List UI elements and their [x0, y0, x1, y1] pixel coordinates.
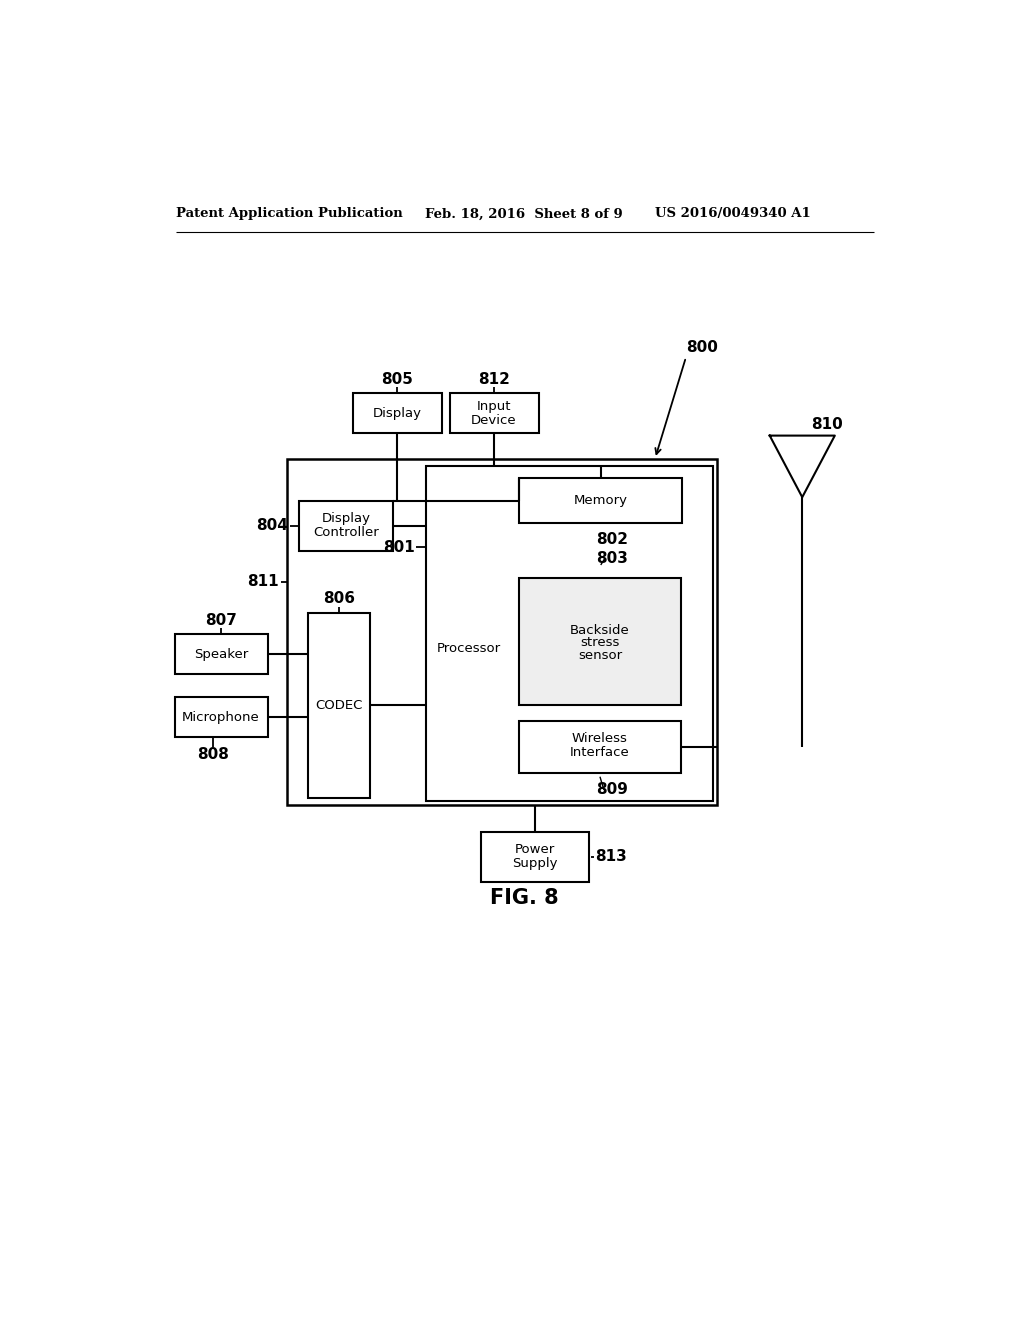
- Text: 806: 806: [323, 591, 354, 606]
- Bar: [352, 393, 442, 433]
- Text: 800: 800: [686, 339, 718, 355]
- Bar: [480, 832, 589, 882]
- Text: 812: 812: [478, 372, 510, 387]
- Bar: [519, 721, 681, 774]
- Text: 813: 813: [595, 849, 627, 865]
- Text: Memory: Memory: [573, 494, 628, 507]
- Text: Speaker: Speaker: [194, 648, 248, 661]
- Text: 808: 808: [198, 747, 229, 762]
- Bar: [519, 478, 682, 523]
- Text: Display: Display: [373, 407, 422, 420]
- Text: sensor: sensor: [578, 648, 622, 661]
- Text: Processor: Processor: [437, 643, 501, 656]
- Text: FIG. 8: FIG. 8: [490, 887, 559, 908]
- Bar: [174, 697, 267, 738]
- Bar: [299, 502, 393, 552]
- Text: Supply: Supply: [512, 857, 558, 870]
- Text: stress: stress: [581, 636, 620, 649]
- Bar: [308, 612, 370, 797]
- Text: Feb. 18, 2016  Sheet 8 of 9: Feb. 18, 2016 Sheet 8 of 9: [425, 207, 623, 220]
- Text: Input: Input: [476, 400, 511, 413]
- Text: 805: 805: [381, 372, 413, 387]
- Text: Device: Device: [471, 413, 517, 426]
- Text: Wireless: Wireless: [572, 733, 628, 746]
- Text: Backside: Backside: [570, 624, 630, 638]
- Text: Interface: Interface: [570, 746, 630, 759]
- Bar: [426, 466, 713, 801]
- Bar: [174, 635, 267, 675]
- Text: 809: 809: [596, 783, 628, 797]
- Text: Microphone: Microphone: [182, 711, 260, 723]
- Bar: [450, 393, 539, 433]
- Text: 802: 802: [596, 532, 629, 546]
- Text: 807: 807: [205, 612, 237, 628]
- Text: Power: Power: [515, 843, 555, 857]
- Text: 810: 810: [812, 417, 844, 432]
- Text: 801: 801: [383, 540, 415, 554]
- Bar: [287, 459, 717, 805]
- Text: 811: 811: [248, 574, 280, 590]
- Text: Display: Display: [322, 512, 371, 525]
- Bar: [519, 578, 681, 705]
- Text: 804: 804: [257, 519, 289, 533]
- Text: 803: 803: [596, 552, 629, 566]
- Text: Controller: Controller: [313, 527, 379, 539]
- Text: US 2016/0049340 A1: US 2016/0049340 A1: [655, 207, 811, 220]
- Text: Patent Application Publication: Patent Application Publication: [176, 207, 402, 220]
- Text: CODEC: CODEC: [315, 698, 362, 711]
